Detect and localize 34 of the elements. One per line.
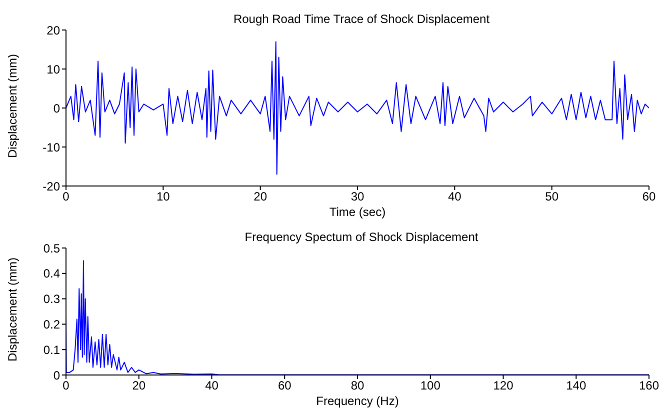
y-tick-label: 0.1 <box>43 342 60 357</box>
x-tick-label: 30 <box>350 190 364 204</box>
x-tick-label: 40 <box>205 378 219 393</box>
chart-title: Rough Road Time Trace of Shock Displacement <box>232 12 491 26</box>
y-tick-label: 0 <box>53 368 60 382</box>
y-tick-label: -20 <box>42 179 60 194</box>
y-tick-label: 10 <box>46 62 60 76</box>
x-axis-title: Frequency (Hz) <box>316 394 399 408</box>
y-tick-label: 0 <box>53 101 60 116</box>
y-axis-title: Displacement (mm) <box>5 54 20 158</box>
chart-title: Frequency Spectum of Shock Displacement <box>244 230 480 244</box>
x-tick-label: 0 <box>62 378 70 393</box>
line-series <box>66 41 649 175</box>
x-tick-label: 140 <box>566 378 586 393</box>
y-axis-title: Displacement (mm) <box>5 257 20 362</box>
y-tick-label: 0.3 <box>43 292 60 306</box>
y-tick-label: -10 <box>42 140 60 154</box>
x-tick-label: 120 <box>493 378 514 393</box>
x-tick-label: 0 <box>62 190 70 204</box>
x-tick-label: 40 <box>448 190 462 204</box>
x-tick-label: 60 <box>642 190 656 204</box>
x-tick-label: 160 <box>638 378 660 393</box>
y-tick-label: 20 <box>46 23 60 38</box>
x-tick-label: 10 <box>156 190 170 204</box>
x-tick-label: 60 <box>278 378 292 393</box>
x-tick-label: 100 <box>420 378 441 393</box>
y-tick-label: 0.2 <box>43 317 60 332</box>
x-tick-label: 20 <box>254 190 268 204</box>
y-tick-label: 0.4 <box>43 266 60 281</box>
y-tick-label: 0.5 <box>43 241 60 256</box>
x-tick-label: 50 <box>545 190 559 204</box>
x-tick-label: 20 <box>132 378 146 393</box>
x-tick-label: 80 <box>350 378 364 393</box>
x-axis-title: Time (sec) <box>329 205 386 219</box>
